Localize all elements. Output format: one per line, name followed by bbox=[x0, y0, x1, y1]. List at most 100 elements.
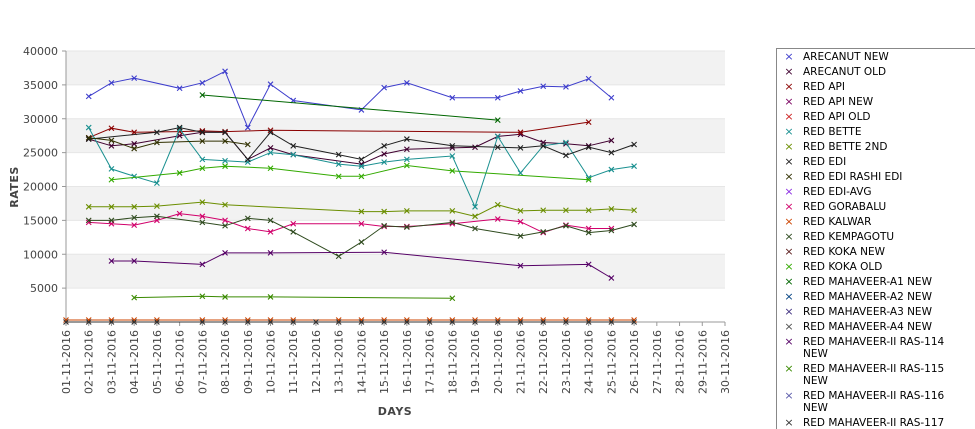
legend-item: × RED MAHAVEER-A1 NEW bbox=[777, 274, 975, 289]
data-point bbox=[608, 137, 615, 144]
data-point bbox=[199, 92, 206, 98]
data-point bbox=[176, 170, 183, 176]
legend-label: RED API OLD bbox=[803, 110, 871, 123]
data-point bbox=[267, 229, 274, 235]
data-point bbox=[131, 75, 138, 81]
data-point bbox=[381, 319, 388, 325]
x-tick-label: 30-11-2016 bbox=[719, 330, 732, 394]
legend-item: × RED EDI bbox=[777, 154, 975, 169]
data-point bbox=[222, 129, 228, 136]
x-tick-label: 23-11-2016 bbox=[560, 330, 573, 394]
data-point bbox=[267, 127, 274, 134]
data-point bbox=[540, 207, 547, 214]
data-point bbox=[563, 222, 569, 229]
series-group bbox=[85, 68, 615, 131]
legend-item: × RED API OLD bbox=[777, 109, 975, 124]
x-tick-label: 12-11-2016 bbox=[310, 330, 323, 394]
x-tick-label: 15-11-2016 bbox=[378, 330, 391, 394]
legend-marker-icon: × bbox=[784, 185, 794, 198]
grid-band bbox=[66, 51, 725, 85]
data-point bbox=[244, 215, 251, 222]
data-point bbox=[154, 213, 160, 220]
x-tick-label: 26-11-2016 bbox=[628, 330, 641, 394]
legend-marker-icon: × bbox=[784, 50, 794, 63]
data-point bbox=[631, 141, 637, 148]
series-line bbox=[88, 131, 612, 165]
legend-item: × ARECANUT NEW bbox=[777, 49, 975, 64]
data-point bbox=[449, 219, 456, 226]
data-point bbox=[290, 229, 297, 235]
x-axis-title: DAYS bbox=[378, 405, 412, 418]
data-point bbox=[631, 207, 637, 214]
x-tick-label: 18-11-2016 bbox=[446, 330, 459, 394]
data-point bbox=[290, 319, 297, 325]
x-tick-label: 27-11-2016 bbox=[651, 330, 664, 394]
data-point bbox=[517, 88, 524, 94]
data-point bbox=[381, 249, 388, 256]
data-point bbox=[449, 295, 456, 302]
data-point bbox=[199, 219, 206, 226]
data-point bbox=[85, 203, 92, 210]
data-point bbox=[517, 170, 524, 176]
data-point bbox=[199, 165, 206, 172]
data-point bbox=[403, 319, 410, 325]
series-group bbox=[131, 293, 456, 302]
data-point bbox=[290, 220, 297, 227]
legend-marker-icon: × bbox=[784, 362, 794, 375]
grid-band bbox=[66, 186, 725, 221]
data-point bbox=[199, 156, 206, 163]
y-tick-label: 35000 bbox=[23, 79, 58, 92]
data-point bbox=[131, 203, 138, 210]
data-point bbox=[267, 165, 274, 172]
data-point bbox=[403, 224, 410, 231]
data-point bbox=[244, 225, 251, 232]
data-point bbox=[563, 152, 569, 159]
legend-item: × RED MAHAVEER-II RAS-114 NEW bbox=[777, 334, 975, 361]
data-point bbox=[608, 205, 615, 212]
data-point bbox=[494, 201, 501, 208]
x-tick-label: 07-11-2016 bbox=[196, 330, 209, 394]
data-point bbox=[403, 146, 410, 153]
data-point bbox=[563, 139, 569, 146]
data-point bbox=[358, 319, 365, 325]
legend-marker-icon: × bbox=[784, 80, 794, 93]
data-point bbox=[267, 149, 274, 156]
legend-marker-icon: × bbox=[784, 230, 794, 243]
legend-label: RED KEMPAGOTU bbox=[803, 230, 895, 243]
data-point bbox=[631, 221, 637, 228]
data-point bbox=[517, 144, 524, 151]
data-point bbox=[267, 81, 274, 88]
x-tick-label: 03-11-2016 bbox=[105, 330, 118, 394]
legend-label: RED EDI bbox=[803, 155, 847, 168]
data-point bbox=[313, 319, 319, 325]
legend-item: × RED EDI-AVG bbox=[777, 184, 975, 199]
data-point bbox=[517, 129, 524, 136]
data-point bbox=[154, 319, 160, 325]
data-point bbox=[494, 216, 501, 222]
grid-bands bbox=[66, 50, 725, 289]
data-point bbox=[608, 166, 615, 173]
data-point bbox=[403, 156, 410, 163]
data-point bbox=[222, 201, 228, 208]
legend-item: × RED BETTE 2ND bbox=[777, 139, 975, 154]
chart-legend: × ARECANUT NEW × ARECANUT OLD × RED API × RED A… bbox=[776, 48, 975, 429]
series-line bbox=[134, 295, 453, 299]
data-point bbox=[108, 165, 115, 172]
legend-item: × RED API bbox=[777, 79, 975, 94]
x-tick-label: 16-11-2016 bbox=[401, 330, 414, 394]
data-point bbox=[108, 137, 115, 144]
series-group bbox=[108, 162, 592, 183]
data-point bbox=[449, 208, 456, 214]
x-tick-label: 28-11-2016 bbox=[674, 330, 687, 394]
legend-item: × RED MAHAVEER-A3 NEW bbox=[777, 304, 975, 319]
data-point bbox=[222, 157, 228, 164]
data-point bbox=[244, 156, 251, 163]
data-point bbox=[449, 153, 456, 159]
data-point bbox=[608, 227, 615, 234]
data-point bbox=[358, 220, 365, 227]
legend-label: RED KOKA OLD bbox=[803, 260, 883, 273]
legend-label: RED MAHAVEER-A3 NEW bbox=[803, 305, 932, 318]
data-point bbox=[108, 176, 115, 183]
data-point bbox=[631, 319, 637, 325]
data-point bbox=[176, 126, 183, 132]
